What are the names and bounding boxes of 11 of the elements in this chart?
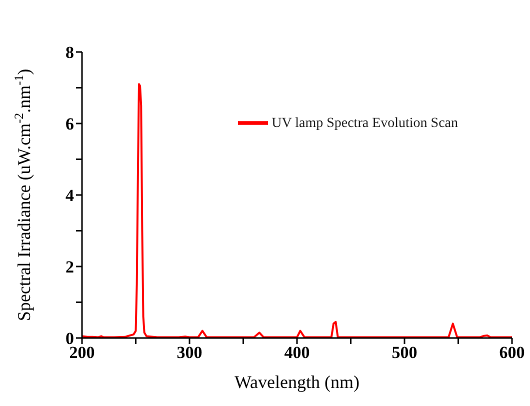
y-tick-label: 8 <box>66 43 74 62</box>
legend-label: UV lamp Spectra Evolution Scan <box>272 116 458 131</box>
x-tick-label: 600 <box>499 343 525 362</box>
x-tick-label: 300 <box>176 343 202 362</box>
y-tick-label: 2 <box>66 258 74 277</box>
x-tick-label: 500 <box>392 343 418 362</box>
y-tick-label: 4 <box>66 186 74 206</box>
x-tick-label: 400 <box>284 343 310 362</box>
y-tick-label: 6 <box>66 114 74 134</box>
x-axis-title: Wavelength (nm) <box>234 372 360 392</box>
x-tick-label: 200 <box>69 343 95 362</box>
